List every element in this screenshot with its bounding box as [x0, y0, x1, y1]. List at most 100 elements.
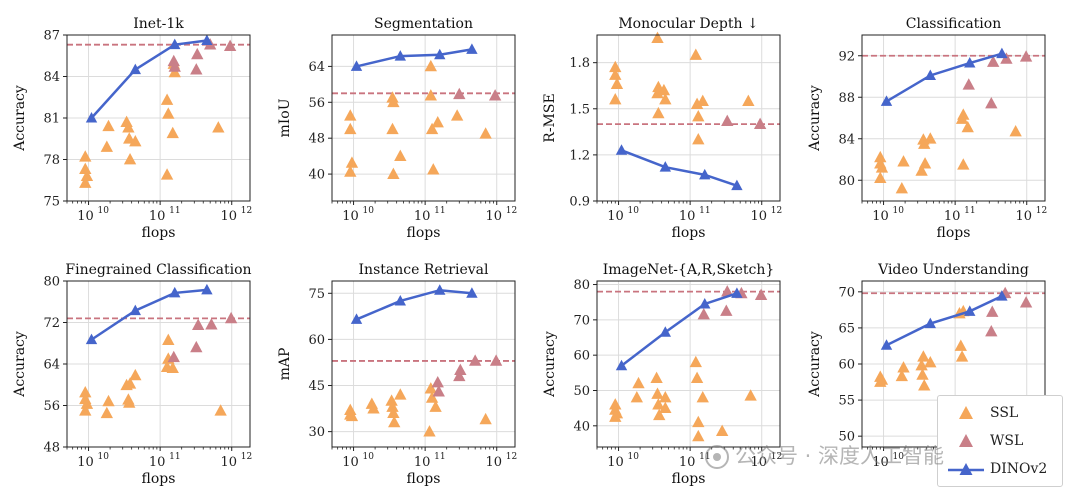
wsl-point — [469, 354, 482, 366]
y-tick-label: 1.8 — [569, 56, 590, 71]
ssl-point — [918, 379, 931, 391]
ssl-point — [79, 162, 92, 175]
ssl-point — [129, 368, 142, 381]
ssl-point — [367, 402, 380, 414]
ssl-point — [450, 109, 464, 121]
ssl-point — [690, 371, 704, 384]
subplot-title: Video Understanding — [877, 262, 1029, 278]
ssl-point — [212, 121, 225, 133]
ssl-point — [79, 404, 92, 416]
y-axis-label: R-MSE — [542, 93, 558, 142]
x-tick-label: 10 — [872, 455, 889, 470]
wsl-point — [191, 47, 204, 60]
wsl-point — [962, 78, 975, 90]
ssl-point — [80, 169, 94, 181]
dinov2-point — [924, 317, 937, 329]
dinov2-series-line — [356, 48, 473, 68]
y-tick-label: 78 — [43, 153, 60, 168]
x-tick-exponent: 10 — [363, 206, 375, 216]
dinov2-point — [731, 179, 743, 191]
x-tick-exponent: 11 — [434, 206, 445, 216]
x-tick-label: 10 — [414, 455, 431, 470]
x-tick-label: 10 — [414, 209, 431, 224]
y-tick-label: 60 — [573, 349, 590, 364]
ssl-point — [651, 86, 664, 99]
dinov2-series-line — [356, 288, 473, 321]
x-tick-exponent: 10 — [98, 206, 110, 216]
wsl-point — [1019, 296, 1033, 308]
ssl-point — [895, 182, 908, 194]
y-tick-label: 40 — [308, 168, 325, 183]
x-tick-exponent: 11 — [169, 206, 180, 216]
dinov2-point — [85, 333, 98, 345]
ssl-point — [1009, 124, 1022, 137]
wsl-point — [753, 117, 767, 130]
ssl-point — [632, 376, 645, 389]
ssl-point — [387, 406, 400, 419]
ssl-point — [424, 382, 437, 394]
wsl-point — [223, 39, 237, 51]
dinov2-point — [924, 69, 937, 80]
y-tick-label: 88 — [838, 91, 855, 106]
y-axis-label: Accuracy — [542, 331, 558, 398]
wsl-point — [754, 288, 768, 301]
subplot-4: 10 10 10 11 10 1280848892ClassificationflopsA… — [807, 16, 1047, 241]
x-tick-label: 10 — [220, 455, 237, 470]
wsl-point — [985, 96, 998, 109]
wsl-point — [985, 325, 998, 337]
dinov2-point — [880, 339, 893, 350]
y-tick-label: 50 — [838, 430, 855, 445]
y-tick-label: 48 — [43, 441, 60, 456]
wsl-point — [454, 363, 467, 376]
ssl-point — [651, 387, 664, 399]
ssl-point — [214, 404, 227, 416]
wsl-point — [432, 385, 445, 397]
ssl-point — [650, 371, 663, 384]
ssl-point — [610, 77, 624, 90]
legend-item-dino: DINOv2 — [946, 457, 1058, 483]
dinov2-point — [434, 48, 446, 60]
ssl-point — [394, 388, 407, 400]
ssl-point — [385, 394, 398, 406]
ssl-point — [696, 94, 709, 106]
ssl-point — [80, 397, 94, 409]
x-tick-exponent: 11 — [434, 452, 445, 462]
subplot-title: Finegrained Classification — [65, 262, 251, 278]
plot-frame — [331, 280, 516, 448]
legend-label-ssl: SSL — [990, 405, 1019, 421]
dinov2-point — [659, 326, 672, 337]
subplot-title: ImageNet-{A,R,Sketch} — [603, 262, 775, 278]
ssl-point — [689, 355, 702, 368]
ssl-point — [79, 176, 92, 188]
ssl-point — [657, 83, 671, 96]
ssl-point — [424, 89, 437, 101]
wsl-marker-icon — [959, 434, 973, 447]
x-tick-exponent: 12 — [771, 452, 782, 462]
dinov2-point — [434, 284, 446, 295]
x-tick-label: 10 — [77, 455, 94, 470]
dinov2-series-line — [90, 288, 208, 341]
dinov2-point — [394, 294, 407, 306]
dinov2-point — [394, 50, 407, 61]
x-tick-label: 10 — [149, 209, 166, 224]
wsl-point — [721, 285, 734, 297]
x-tick-exponent: 12 — [506, 452, 517, 462]
ssl-point — [651, 31, 664, 43]
ssl-point — [875, 373, 889, 385]
ssl-point — [957, 158, 970, 170]
ssl-point — [429, 400, 442, 412]
x-tick-label: 10 — [1015, 209, 1032, 224]
x-axis-label: flops — [672, 225, 706, 241]
dinov2-series-line — [90, 39, 208, 119]
ssl-point — [386, 400, 399, 412]
dinov2-point — [699, 168, 711, 180]
y-tick-label: 72 — [43, 316, 60, 331]
plot-frame — [596, 280, 781, 448]
y-tick-label: 50 — [573, 384, 590, 399]
ssl-point — [897, 155, 910, 167]
ssl-point — [915, 164, 928, 176]
ssl-point — [961, 120, 974, 133]
y-tick-label: 75 — [43, 195, 60, 210]
